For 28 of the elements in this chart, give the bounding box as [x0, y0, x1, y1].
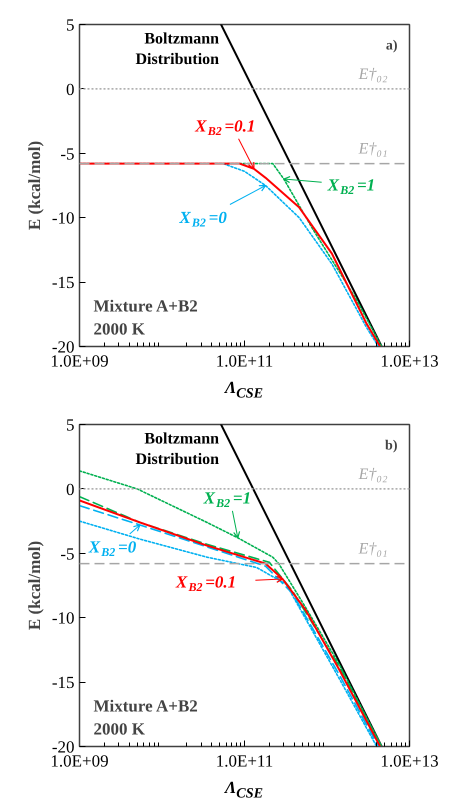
y-tick-label: -15	[52, 673, 75, 692]
series-label: Boltzmann Distribution	[136, 430, 220, 468]
y-tick-label: -5	[60, 144, 75, 164]
y-axis-title: E (kcal/mol)	[24, 540, 44, 630]
y-tick-label: -15	[52, 273, 75, 292]
text: a)	[386, 38, 398, 54]
x-axis-title: Λ$_{CSE}$	[224, 778, 264, 804]
x-tick-label: 1.0E+11	[216, 752, 274, 770]
ref-line-label: E†₀₁	[358, 540, 388, 558]
y-tick-label: 5	[66, 416, 74, 434]
y-tick-label: 0	[66, 480, 74, 499]
y-tick-label: 5	[66, 16, 74, 34]
x-axis-title: Λ$_{CSE}$	[224, 378, 264, 404]
series-label: Boltzmann Distribution	[136, 30, 220, 68]
x-tick-label: 1.0E+11	[216, 352, 274, 370]
x-tick-label: 1.0E+13	[380, 352, 439, 370]
x-tick-label: 1.0E+13	[380, 752, 439, 770]
y-tick-label: 0	[66, 80, 74, 99]
ref-line-label: E†₀₂	[358, 466, 388, 483]
annotation: Mixture A+B2 2000 K	[94, 696, 198, 738]
annotation: Mixture A+B2 2000 K	[94, 296, 198, 338]
y-tick-label: -10	[52, 608, 75, 628]
y-axis-title: E (kcal/mol)	[24, 140, 44, 230]
ref-line-label: E†₀₁	[358, 140, 388, 158]
y-tick-label: -5	[60, 544, 75, 564]
text: b)	[385, 438, 398, 454]
ref-line-label: E†₀₂	[358, 66, 388, 83]
y-tick-label: -10	[52, 208, 75, 228]
